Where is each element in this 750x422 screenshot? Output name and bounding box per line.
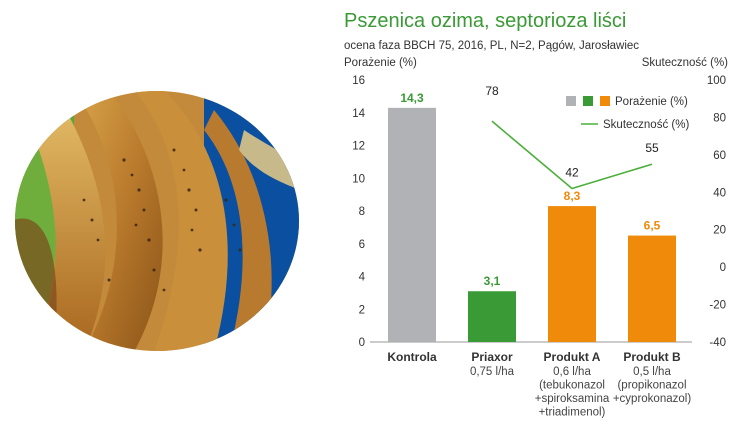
- left-tick-label: 14: [352, 108, 365, 120]
- chart-title: Pszenica ozima, septorioza liści: [344, 10, 626, 32]
- category-sublabel: +triadimenol): [539, 407, 606, 419]
- category-labels: Kontrola Priaxor 0,75 l/ha Produkt A 0,6 l/h…: [387, 350, 691, 419]
- legend: Porażenie (%) Skuteczność (%): [566, 96, 689, 131]
- category-sublabel: (propikonazol: [617, 380, 686, 392]
- wheat-leaf-photo: [15, 91, 299, 351]
- chart-subtitle: ocena faza BBCH 75, 2016, PL, N=2, Pągów…: [344, 40, 639, 52]
- left-tick-label: 10: [352, 173, 365, 185]
- category-label: Produkt B: [623, 350, 681, 364]
- right-tick-label: 80: [713, 112, 726, 124]
- category-sublabel: +cyprokonazol): [613, 393, 691, 405]
- bar-series: [388, 107, 676, 343]
- efficacy-value-label: 78: [485, 84, 499, 98]
- category-label: Produkt A: [544, 350, 601, 364]
- right-tick-label: 0: [720, 262, 726, 274]
- bar-value-label: 6,5: [644, 219, 661, 233]
- bar-value-label: 14,3: [400, 91, 424, 105]
- category-sublabel: (tebukonazol: [539, 380, 605, 392]
- right-tick-label: 100: [707, 75, 726, 87]
- right-tick-label: -20: [709, 300, 726, 312]
- bar: [468, 291, 516, 342]
- legend-swatch-green: [583, 96, 593, 106]
- left-axis: 0 2 4 6 8 10 12 14 16: [352, 75, 365, 349]
- legend-swatch-grey: [566, 96, 576, 106]
- category-sublabel: 0,75 l/ha: [470, 366, 515, 378]
- legend-swatch-orange: [600, 96, 610, 106]
- bar-value-labels: 14,3 3,1 8,3 6,5: [400, 91, 660, 288]
- left-tick-label: 0: [359, 337, 365, 349]
- efficacy-value-label: 42: [565, 166, 579, 180]
- left-tick-label: 12: [352, 141, 365, 153]
- efficacy-line: [491, 120, 653, 190]
- left-tick-label: 8: [359, 206, 365, 218]
- bar-value-label: 3,1: [484, 274, 501, 288]
- category-sublabel: 0,5 l/ha: [633, 366, 671, 378]
- category-sublabel: +spiroksamina: [535, 393, 610, 405]
- category-label: Kontrola: [387, 350, 437, 364]
- efficacy-value-label: 55: [645, 141, 659, 155]
- bar: [628, 235, 676, 342]
- left-tick-label: 4: [359, 272, 366, 284]
- efficacy-series: 78 42 55: [485, 84, 659, 190]
- left-axis-title: Porażenie (%): [344, 57, 417, 69]
- category-label: Priaxor: [471, 350, 513, 364]
- right-tick-label: 60: [713, 150, 726, 162]
- bar: [548, 206, 596, 342]
- bar-value-label: 8,3: [564, 189, 581, 203]
- legend-label-line: Skuteczność (%): [603, 119, 689, 131]
- right-axis-title: Skuteczność (%): [642, 57, 728, 69]
- category-sublabel: 0,6 l/ha: [553, 366, 591, 378]
- right-tick-label: 20: [713, 225, 726, 237]
- right-axis: -40 -20 0 20 40 60 80 100: [707, 75, 726, 349]
- bar: [388, 107, 436, 343]
- right-tick-label: -40: [709, 337, 726, 349]
- legend-label-bars: Porażenie (%): [615, 96, 688, 108]
- right-tick-label: 40: [713, 187, 726, 199]
- left-tick-label: 2: [359, 304, 365, 316]
- left-tick-label: 16: [352, 75, 365, 87]
- left-tick-label: 6: [359, 239, 365, 251]
